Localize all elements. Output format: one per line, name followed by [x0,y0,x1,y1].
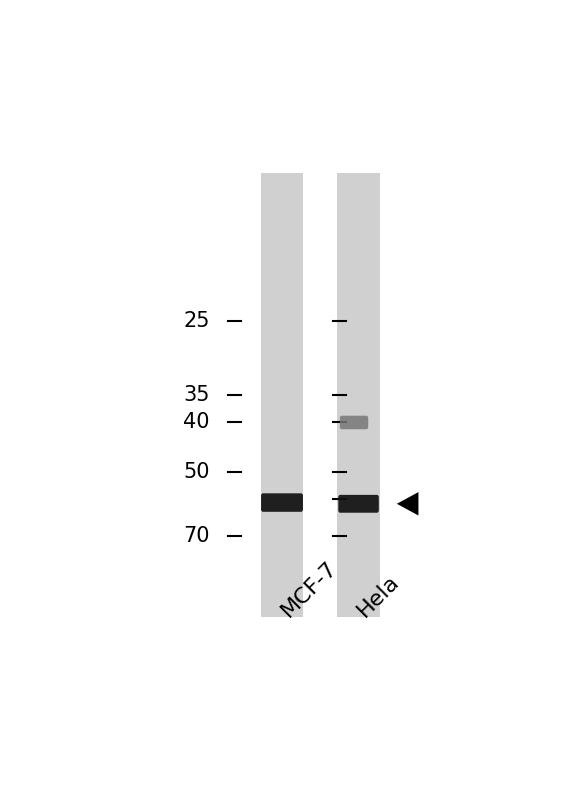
Text: MCF-7: MCF-7 [278,558,341,621]
Text: 25: 25 [184,311,210,331]
FancyBboxPatch shape [340,416,368,430]
Bar [337,173,380,617]
Text: 50: 50 [184,462,210,482]
Polygon shape [397,492,418,515]
FancyBboxPatch shape [261,494,303,512]
FancyBboxPatch shape [338,495,379,513]
Bar [261,173,303,617]
Text: 40: 40 [184,413,210,433]
Text: 70: 70 [184,526,210,546]
Text: Hela: Hela [354,571,404,621]
Text: 35: 35 [184,385,210,405]
